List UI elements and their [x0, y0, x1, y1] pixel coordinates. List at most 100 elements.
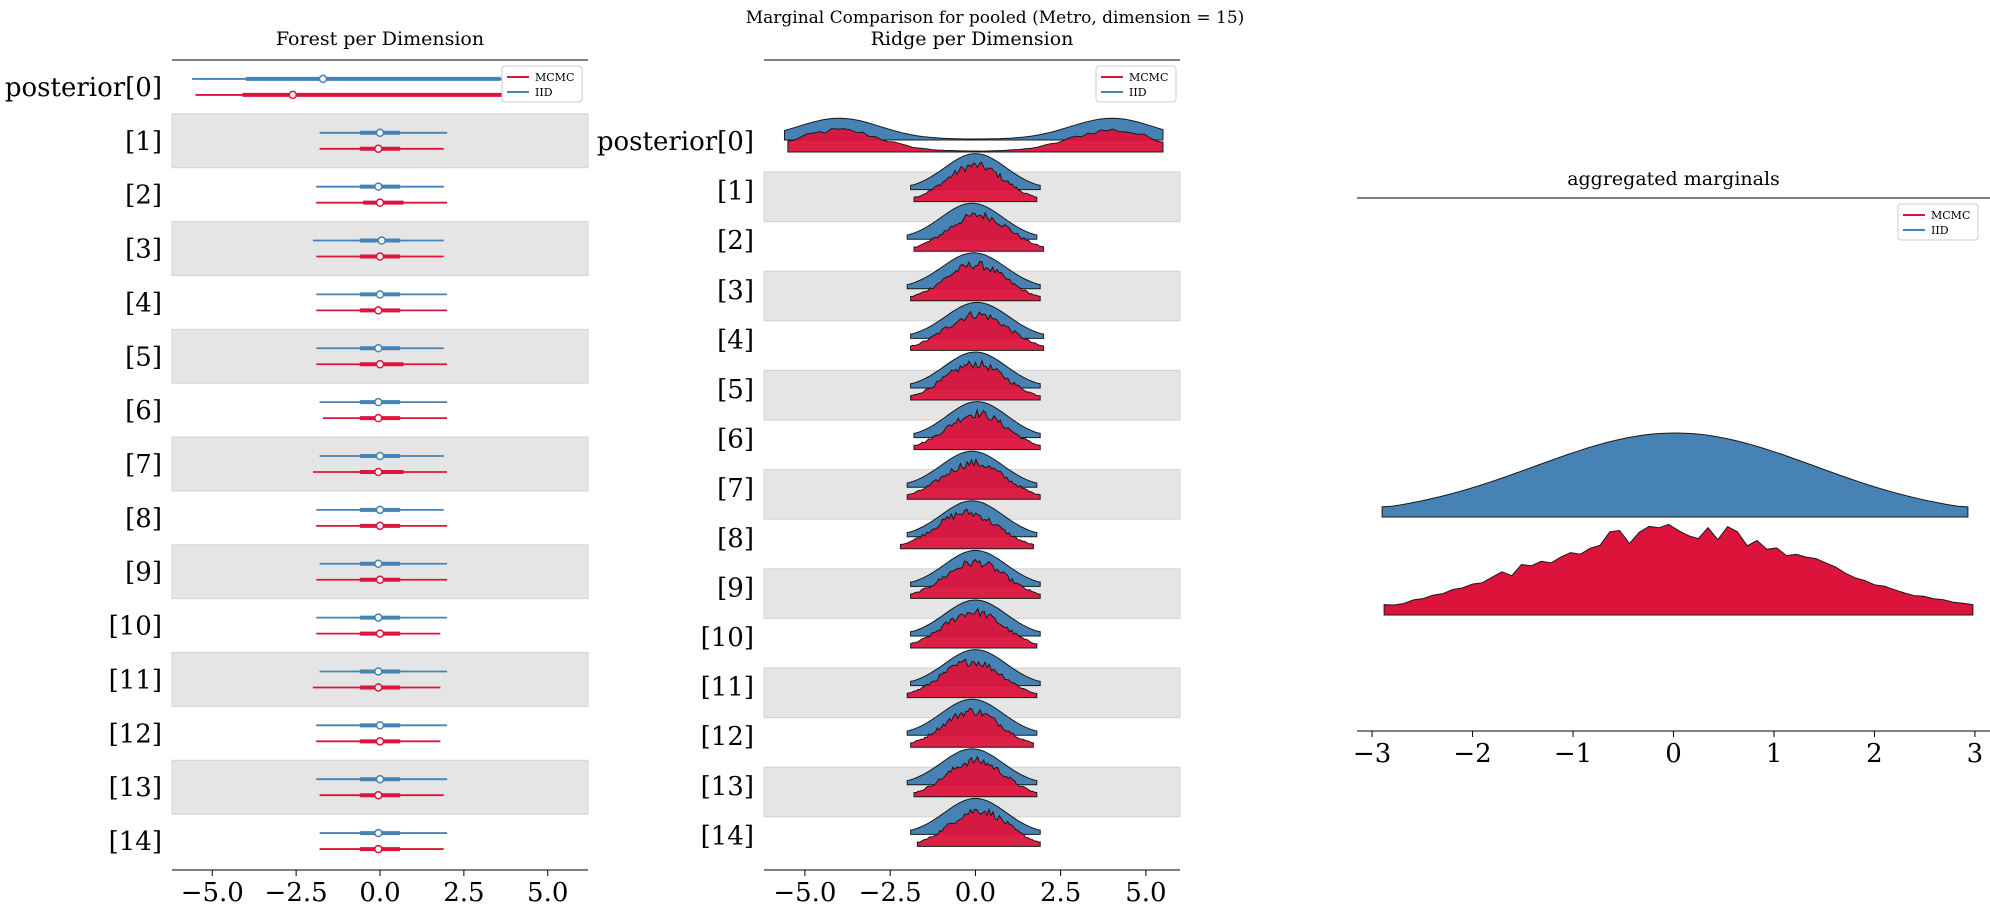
forest-median-point [374, 413, 383, 423]
forest-band [171, 113, 589, 169]
forest-median-point [374, 559, 383, 568]
forest-ylabel: [6] [125, 396, 162, 426]
ridge-density-mcmc [906, 457, 1041, 500]
forest-median-point [375, 360, 385, 369]
forest-legend-label: MCMC [535, 71, 574, 84]
forest-median-point [288, 90, 298, 100]
forest-ylabel: [3] [125, 235, 162, 265]
forest-ylabel: [10] [109, 612, 162, 642]
figure-suptitle: Marginal Comparison for pooled (Metro, d… [746, 8, 1245, 28]
ridge-legend-label: IID [1129, 86, 1147, 99]
forest-median-point [374, 306, 383, 315]
ridge-ylabel: [4] [717, 325, 754, 355]
agg-xtick-label: −3 [1353, 739, 1391, 769]
ridge-ylabel: [13] [701, 772, 754, 802]
ridge-ylabel: [2] [717, 226, 754, 256]
forest-xtick-label: −5.0 [181, 878, 244, 908]
ridge-ylabel: [3] [717, 276, 754, 306]
forest-median-point [374, 667, 383, 676]
forest-title: Forest per Dimension [276, 28, 484, 50]
ridge-density-mcmc [913, 755, 1038, 798]
ridge-ylabel: [11] [701, 673, 754, 703]
forest-ylabel: [14] [109, 827, 162, 857]
forest-ylabel: [4] [125, 288, 162, 318]
forest-median-point [374, 397, 383, 407]
agg-xtick-label: 1 [1766, 739, 1783, 769]
ridge-ylabel: [8] [717, 524, 754, 554]
forest-xtick-label: 2.5 [443, 878, 484, 908]
forest-ylabel: [7] [125, 450, 162, 480]
aggregated-panel: aggregated marginals −3 −2 −1 0 1 2 3 MCMC IID [1353, 168, 1990, 769]
forest-median-point [375, 774, 385, 784]
ridge-xtick-label: 2.5 [1040, 878, 1081, 908]
forest-band [171, 221, 589, 276]
forest-median-point [375, 721, 385, 730]
ridge-ylabel: [1] [717, 177, 754, 207]
forest-median-point [375, 198, 385, 207]
forest-ylabel: [13] [109, 773, 162, 803]
ridge-ylabel: [14] [701, 821, 754, 851]
forest-ylabel: [9] [125, 558, 162, 588]
forest-median-point [375, 451, 385, 461]
ridge-density-mcmc [910, 707, 1034, 748]
forest-median-point [374, 144, 383, 154]
forest-median-point [374, 790, 383, 800]
forest-ylabel: [12] [109, 719, 162, 749]
ridge-density-mcmc [910, 310, 1045, 351]
ridge-panel: Ridge per Dimension posterior[0] [1] [2] [3]… [597, 28, 1181, 908]
agg-title: aggregated marginals [1567, 168, 1780, 190]
forest-median-point [375, 521, 385, 531]
forest-median-point [374, 182, 383, 191]
ridge-ylabel: [5] [717, 375, 754, 405]
ridge-legend-label: MCMC [1129, 71, 1168, 84]
forest-xtick-label: 0.0 [359, 878, 400, 908]
ridge-density-mcmc [787, 128, 1164, 153]
ridge-ylabel: [9] [717, 573, 754, 603]
forest-median-point [374, 844, 383, 854]
ridge-density-mcmc [910, 359, 1041, 401]
forest-median-point [374, 828, 383, 838]
forest-xtick-label: −2.5 [265, 878, 328, 908]
forest-median-point [375, 128, 385, 138]
ridge-xtick-label: −5.0 [773, 878, 836, 908]
agg-xtick-label: 2 [1866, 739, 1883, 769]
forest-median-point [375, 290, 385, 299]
forest-ylabel: [11] [109, 665, 162, 695]
forest-panel: Forest per Dimension posterior[0] [1] [2] [3… [5, 28, 589, 908]
agg-xtick-label: 3 [1967, 739, 1984, 769]
ridge-density-mcmc [913, 408, 1041, 451]
forest-median-point [375, 252, 385, 261]
ridge-density-mcmc [916, 807, 1041, 847]
forest-median-point [375, 505, 385, 515]
forest-median-point [374, 613, 383, 622]
forest-band [171, 759, 589, 815]
ridge-density-mcmc [910, 607, 1038, 649]
ridge-xtick-label: 5.0 [1125, 878, 1166, 908]
agg-density-mcmc [1383, 523, 1974, 616]
forest-xtick-label: 5.0 [527, 878, 568, 908]
agg-xtick-label: −2 [1453, 739, 1491, 769]
ridge-ylabel: [10] [701, 623, 754, 653]
ridge-density-iid [783, 117, 1164, 141]
forest-median-point [375, 737, 385, 746]
ridge-density-mcmc [910, 558, 1041, 599]
forest-ylabel: [2] [125, 181, 162, 211]
agg-legend-label: IID [1931, 224, 1949, 237]
ridge-title: Ridge per Dimension [871, 28, 1074, 50]
ridge-density-mcmc [906, 658, 1038, 699]
forest-band [171, 436, 589, 492]
forest-median-point [374, 467, 383, 477]
ridge-density-mcmc [913, 161, 1038, 203]
ridge-ylabel: [6] [717, 425, 754, 455]
forest-median-point [318, 74, 328, 84]
ridge-density-mcmc [910, 260, 1041, 302]
agg-xtick-label: −1 [1554, 739, 1592, 769]
forest-ylabel: [8] [125, 504, 162, 534]
ridge-ylabel: [7] [717, 474, 754, 504]
forest-ylabel: [1] [125, 127, 162, 157]
agg-xtick-label: 0 [1665, 739, 1682, 769]
forest-median-point [374, 683, 383, 692]
forest-ylabel: [5] [125, 342, 162, 372]
forest-median-point [377, 236, 386, 245]
